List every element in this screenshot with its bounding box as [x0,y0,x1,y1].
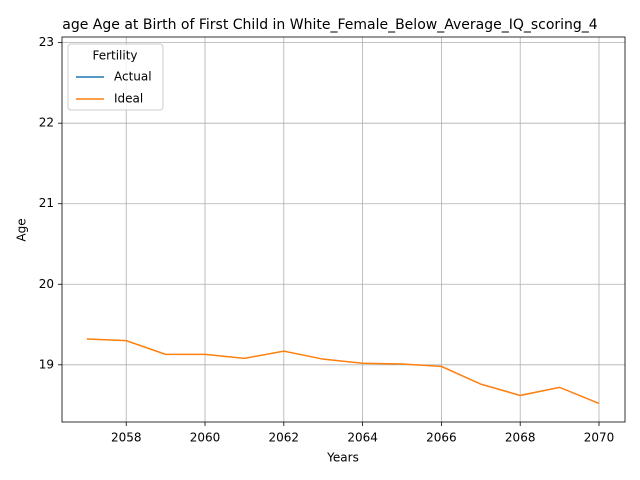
legend-title: Fertility [92,49,137,63]
y-tick-label: 22 [39,116,54,130]
y-tick-label: 20 [39,277,54,291]
x-axis-label: Years [326,451,359,465]
y-tick-label: 23 [39,35,54,49]
x-tick-label: 2060 [190,431,221,445]
chart-title: age Age at Birth of First Child in White… [62,17,598,33]
x-tick-label: 2062 [269,431,300,445]
legend-box [67,43,164,111]
y-axis-label: Age [15,218,29,241]
plot-frame [61,36,626,423]
series-line [86,338,600,405]
x-tick-label: 2058 [111,431,142,445]
x-tick-label: 2070 [584,431,615,445]
legend-label: Actual [114,70,152,84]
x-tick-label: 2066 [426,431,457,445]
legend-label: Ideal [114,92,143,106]
x-tick-label: 2064 [347,431,378,445]
x-tick-label: 2068 [505,431,536,445]
y-tick-label: 21 [39,196,54,210]
y-tick-label: 19 [39,357,54,371]
